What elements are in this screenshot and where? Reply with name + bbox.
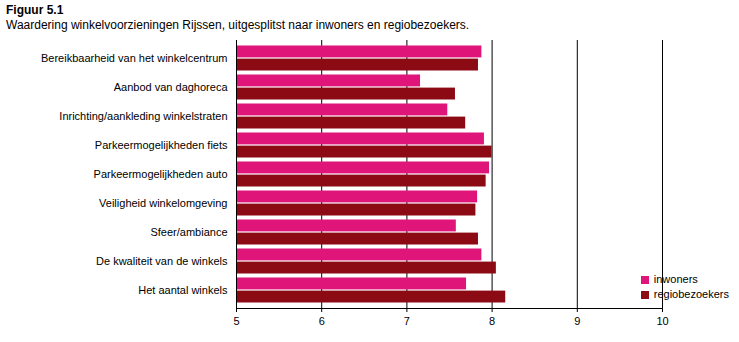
html-text:inwoners: inwoners: [653, 273, 698, 285]
svg-text:Aanbod van daghoreca: Aanbod van daghoreca: [114, 81, 229, 93]
svg-text:6: 6: [319, 315, 325, 327]
svg-text:De kwaliteit van de winkels: De kwaliteit van de winkels: [96, 255, 228, 267]
svg-text:8: 8: [489, 315, 495, 327]
svg-text:Parkeermogelijkheden auto: Parkeermogelijkheden auto: [94, 168, 228, 180]
html-text:Figuur 5.1: Figuur 5.1: [6, 3, 64, 17]
svg-text:5: 5: [233, 315, 239, 327]
svg-text:7: 7: [404, 315, 410, 327]
svg-text:Parkeermogelijkheden fiets: Parkeermogelijkheden fiets: [95, 139, 228, 151]
svg-text:10: 10: [656, 315, 668, 327]
svg-text:Het aantal winkels: Het aantal winkels: [138, 284, 228, 296]
svg-text:Sfeer/ambiance: Sfeer/ambiance: [150, 226, 227, 238]
svg-text:9: 9: [574, 315, 580, 327]
html-text:Waardering winkelvoorzieningen: Waardering winkelvoorzieningen Rijssen, …: [6, 18, 470, 32]
html-text:regiobezoekers: regiobezoekers: [653, 288, 729, 300]
svg-text:Veiligheid winkelomgeving: Veiligheid winkelomgeving: [99, 197, 227, 209]
svg-text:Bereikbaarheid van het winkelc: Bereikbaarheid van het winkelcentrum: [41, 52, 228, 64]
svg-text:Inrichting/aankleding winkelst: Inrichting/aankleding winkelstraten: [59, 110, 227, 122]
